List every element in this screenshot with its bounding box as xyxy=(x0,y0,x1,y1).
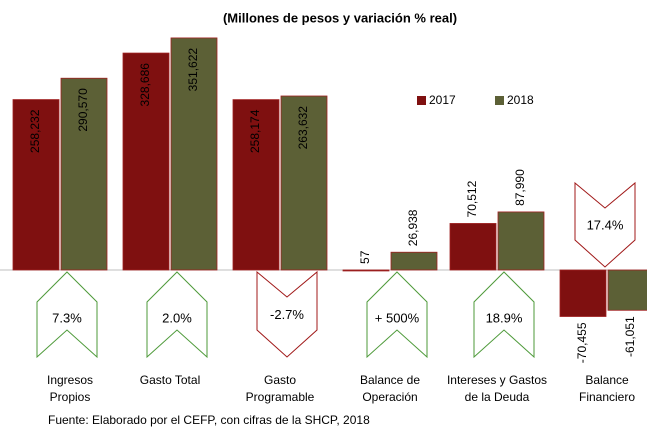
bar xyxy=(342,269,390,272)
bar xyxy=(607,269,647,311)
variation-label: 2.0% xyxy=(162,310,192,325)
variation-arrow xyxy=(366,271,428,359)
variation-arrow xyxy=(146,271,208,359)
variation-label: 17.4% xyxy=(587,217,624,232)
category-label: Gasto Total xyxy=(139,373,201,387)
chart-title: (Millones de pesos y variación % real) xyxy=(223,10,457,25)
legend-swatch xyxy=(417,96,426,105)
value-label: 290,570 xyxy=(76,88,90,132)
variation-label: -2.7% xyxy=(270,307,304,322)
legend-label: 2017 xyxy=(429,93,456,107)
variation-arrow xyxy=(574,181,636,268)
value-label: 87,990 xyxy=(513,169,527,206)
category-label: Intereses y Gastos de la Deuda xyxy=(446,373,548,404)
bar xyxy=(559,269,607,317)
value-label: 57 xyxy=(358,250,372,264)
legend-label: 2018 xyxy=(507,93,534,107)
bar xyxy=(280,95,328,271)
value-label: 328,686 xyxy=(138,63,152,107)
category-label: Balance de Operación xyxy=(359,373,421,404)
category-label: Balance Financiero xyxy=(578,373,636,404)
value-label: 263,632 xyxy=(296,106,310,150)
bar xyxy=(232,99,280,271)
value-label: -61,051 xyxy=(623,316,637,357)
variation-label: 7.3% xyxy=(52,310,82,325)
category-label: Ingresos Propios xyxy=(46,373,94,404)
bar xyxy=(390,251,438,271)
legend-swatch xyxy=(495,96,504,105)
bar xyxy=(122,52,170,271)
variation-label: 18.9% xyxy=(486,310,523,325)
variation-arrow xyxy=(36,271,98,359)
variation-label: + 500% xyxy=(375,310,420,325)
variation-arrow xyxy=(473,271,535,359)
value-label: 351,622 xyxy=(186,48,200,92)
value-label: 26,938 xyxy=(406,209,420,246)
value-label: 258,232 xyxy=(28,109,42,153)
value-label: 70,512 xyxy=(465,180,479,217)
bar xyxy=(449,223,497,271)
variation-arrow xyxy=(256,270,318,358)
bar xyxy=(170,37,218,271)
category-label: Gasto Programable xyxy=(245,373,315,404)
bar xyxy=(60,77,108,271)
source-note: Fuente: Elaborado por el CEFP, con cifra… xyxy=(48,413,370,427)
value-label: 258,174 xyxy=(248,109,262,153)
bar xyxy=(497,211,545,271)
bar xyxy=(12,99,60,271)
value-label: -70,455 xyxy=(575,322,589,363)
